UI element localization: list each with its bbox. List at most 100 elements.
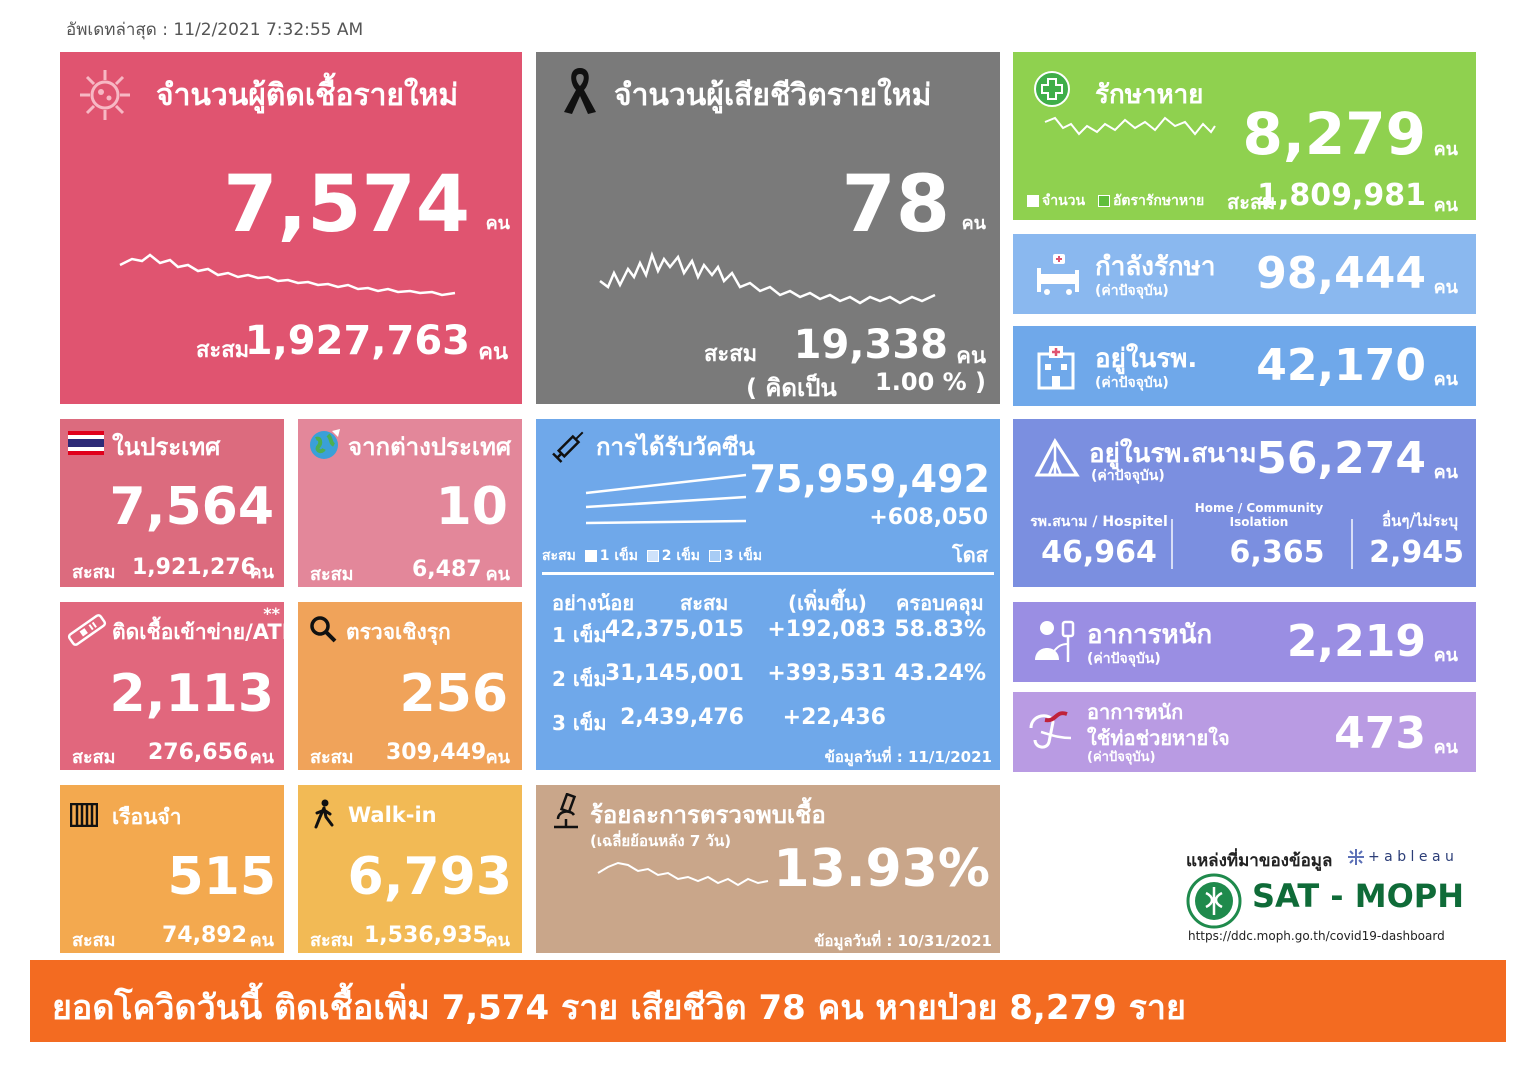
vaccine-trend-lines <box>585 473 747 525</box>
abroad-title: จากต่างประเทศ <box>348 433 512 461</box>
ventilator-card[interactable]: อาการหนัก ใช้ท่อช่วยหายใจ (ค่าปัจจุบัน) … <box>1013 692 1476 772</box>
dose3-inc: +22,436 <box>782 705 886 730</box>
thai-flag-icon <box>68 431 104 455</box>
positivity-card[interactable]: ร้อยละการตรวจพบเชื้อ (เฉลี่ยย้อนหลัง 7 ว… <box>536 785 1000 953</box>
vaccine-note: ข้อมูลวันที่ : 11/1/2021 <box>824 748 992 766</box>
recovered-card[interactable]: รักษาหาย 8,279 คน จำนวน อัตรารักษาหาย สะ… <box>1013 52 1476 220</box>
positivity-note: ข้อมูลวันที่ : 10/31/2021 <box>814 932 992 950</box>
domestic-cum-label: สะสม <box>72 562 116 583</box>
source-label: แหล่งที่มาของข้อมูล <box>1186 851 1333 871</box>
new-deaths-card[interactable]: จำนวนผู้เสียชีวิตรายใหม่ 78 คน สะสม 19,3… <box>536 52 1000 404</box>
plus-icon <box>1034 71 1070 107</box>
new-deaths-sparkline <box>599 251 936 305</box>
vaccine-legend-prefix: สะสม <box>542 548 576 564</box>
treating-unit: คน <box>1433 277 1458 298</box>
recovered-cum-label: สะสม <box>1227 190 1276 214</box>
globe-plane-icon <box>310 429 340 459</box>
severe-card[interactable]: อาการหนัก (ค่าปัจจุบัน) 2,219 คน <box>1013 602 1476 682</box>
prison-card[interactable]: เรือนจำ 515 สะสม 74,892 คน <box>60 785 284 953</box>
patient-iv-icon <box>1035 620 1075 662</box>
positivity-sparkline <box>597 861 769 887</box>
walkin-cum-unit: คน <box>485 930 510 951</box>
new-deaths-pct-label: ( คิดเป็น <box>746 374 837 402</box>
recovered-cum-value: 1,809,981 <box>1257 178 1426 213</box>
recovered-sparkline <box>1044 116 1216 136</box>
treating-card[interactable]: กำลังรักษา (ค่าปัจจุบัน) 98,444 คน <box>1013 234 1476 314</box>
prison-cum-value: 74,892 <box>162 923 247 948</box>
source-panel: แหล่งที่มาของข้อมูล + a b l e a u SAT - … <box>1140 835 1480 950</box>
new-cases-cum-value: 1,927,763 <box>244 318 470 364</box>
domestic-cum-unit: คน <box>249 562 274 583</box>
walking-person-icon <box>314 799 334 829</box>
walkin-card[interactable]: Walk-in 6,793 สะสม 1,536,935 คน <box>298 785 522 953</box>
vaccine-total: 75,959,492 <box>749 457 990 501</box>
dose3-label: 3 เข็ม <box>552 711 607 735</box>
ventilator-sub: (ค่าปัจจุบัน) <box>1087 750 1156 765</box>
prison-bars-icon <box>70 803 98 827</box>
vaccine-card[interactable]: การได้รับวัคซีน 75,959,492 +608,050 โดส … <box>536 419 1000 770</box>
ribbon-icon <box>564 68 596 114</box>
vaccine-header-cov: ครอบคลุม <box>896 591 984 615</box>
legend-rate-label: อัตรารักษาหาย <box>1112 193 1205 209</box>
new-deaths-cum-label: สะสม <box>704 342 758 367</box>
other-label: อื่นๆ/ไม่ระบุ <box>1382 512 1458 530</box>
walkin-cum-value: 1,536,935 <box>364 923 488 948</box>
recovered-title: รักษาหาย <box>1095 80 1204 110</box>
hospital-bed-icon <box>1037 254 1079 295</box>
hospital-unit: คน <box>1433 369 1458 390</box>
recovered-value: 8,279 <box>1242 100 1426 168</box>
walkin-value: 6,793 <box>347 847 512 907</box>
magnifier-icon <box>310 616 337 643</box>
new-deaths-cum-value: 19,338 <box>793 322 948 368</box>
test-kit-icon <box>67 614 107 646</box>
field-hospital-unit: คน <box>1433 462 1458 483</box>
ventilator-title-1: อาการหนัก <box>1087 700 1184 724</box>
microscope-icon <box>554 793 578 829</box>
atk-cum-unit: คน <box>249 747 274 768</box>
vaccine-header-min: อย่างน้อย <box>552 591 635 615</box>
abroad-card[interactable]: จากต่างประเทศ 10 สะสม 6,487 คน <box>298 419 522 587</box>
field-hospital-card[interactable]: อยู่ในรพ.สนาม (ค่าปัจจุบัน) 56,274 คน รพ… <box>1013 419 1476 587</box>
ventilator-unit: คน <box>1433 737 1458 758</box>
abroad-cum-label: สะสม <box>310 564 354 585</box>
new-deaths-pct-value: 1.00 % ) <box>875 368 986 396</box>
new-deaths-value: 78 <box>841 160 950 250</box>
walkin-title: Walk-in <box>348 803 437 827</box>
dose1-label: 1 เข็ม <box>552 623 607 647</box>
dose2-cum: 31,145,001 <box>604 661 744 686</box>
vaccine-delta: +608,050 <box>869 505 988 530</box>
hospital-value: 42,170 <box>1256 340 1426 391</box>
atk-cum-label: สะสม <box>72 747 116 768</box>
new-cases-card[interactable]: จำนวนผู้ติดเชื้อรายใหม่ 7,574 คน สะสม 1,… <box>60 52 522 404</box>
new-cases-value: 7,574 <box>223 160 470 250</box>
field-hospital-value: 56,274 <box>1256 433 1426 484</box>
atk-card[interactable]: ติดเชื้อเข้าข่าย/ATK ** 2,113 สะสม 276,6… <box>60 602 284 770</box>
treating-title: กำลังรักษา <box>1095 252 1216 282</box>
tent-icon <box>1034 438 1080 477</box>
vaccine-title: การได้รับวัคซีน <box>596 433 755 461</box>
severe-value: 2,219 <box>1286 616 1426 667</box>
legend-count-label: จำนวน <box>1042 193 1086 209</box>
source-url[interactable]: https://ddc.moph.go.th/covid19-dashboard <box>1188 929 1445 943</box>
vaccine-header-inc: (เพิ่มขึ้น) <box>788 591 867 615</box>
hospitel-value: 46,964 <box>1041 535 1157 570</box>
positivity-sub: (เฉลี่ยย้อนหลัง 7 วัน) <box>590 832 732 850</box>
atk-title: ติดเชื้อเข้าข่าย/ATK <box>112 620 284 644</box>
ventilator-value: 473 <box>1334 708 1426 759</box>
vaccine-legend: สะสม 1 เข็ม 2 เข็ม 3 เข็ม <box>542 545 762 567</box>
severe-unit: คน <box>1433 645 1458 666</box>
proactive-card[interactable]: ตรวจเชิงรุก 256 สะสม 309,449 คน <box>298 602 522 770</box>
hospital-card[interactable]: อยู่ในรพ. (ค่าปัจจุบัน) 42,170 คน <box>1013 326 1476 406</box>
domestic-card[interactable]: ในประเทศ 7,564 สะสม 1,921,276 คน <box>60 419 284 587</box>
new-cases-cum-unit: คน <box>478 340 508 365</box>
dose2-inc: +393,531 <box>767 661 886 686</box>
treating-sub: (ค่าปัจจุบัน) <box>1095 283 1169 299</box>
hospital-sub: (ค่าปัจจุบัน) <box>1095 375 1169 391</box>
syringe-icon <box>552 431 584 463</box>
headline-banner: ยอดโควิดวันนี้ ติดเชื้อเพิ่ม 7,574 ราย เ… <box>30 960 1506 1042</box>
recovered-legend: จำนวน อัตรารักษาหาย <box>1027 190 1204 212</box>
domestic-title: ในประเทศ <box>112 433 221 461</box>
new-deaths-unit: คน <box>961 213 986 234</box>
recovered-cum-unit: คน <box>1433 195 1458 216</box>
ventilator-title-2: ใช้ท่อช่วยหายใจ <box>1087 726 1230 750</box>
